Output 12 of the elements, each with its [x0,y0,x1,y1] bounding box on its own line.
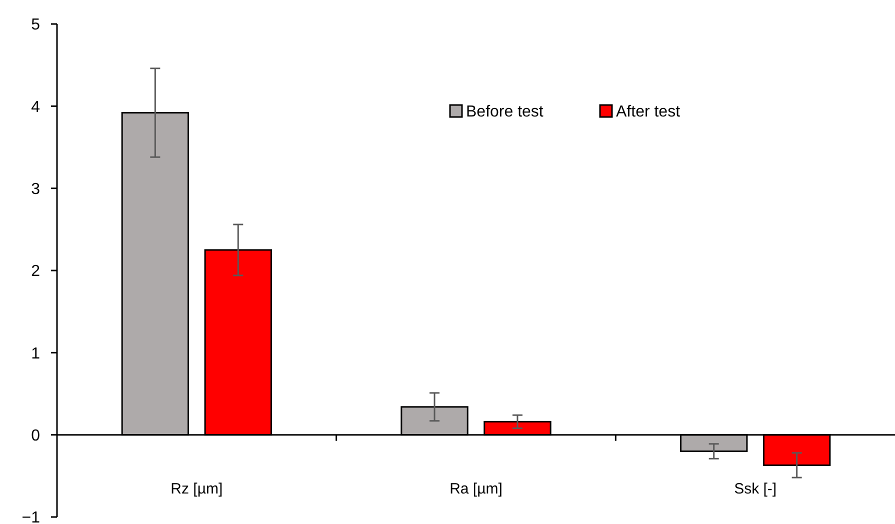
x-tick-label: Ssk [-] [734,480,777,498]
x-tick-label: Ra [µm] [450,480,502,498]
y-tick-label: 0 [31,427,40,444]
y-tick-label: 2 [31,263,40,280]
x-tick-label: Rz [µm] [170,480,223,498]
legend-label: After test [616,104,681,121]
y-tick-label: 3 [31,180,40,198]
legend-label: Before test [466,104,544,121]
y-tick-label: 1 [31,345,40,362]
y-tick-label: −1 [22,510,40,524]
y-tick-label: 4 [31,98,40,116]
y-tick-label: 5 [31,16,40,34]
